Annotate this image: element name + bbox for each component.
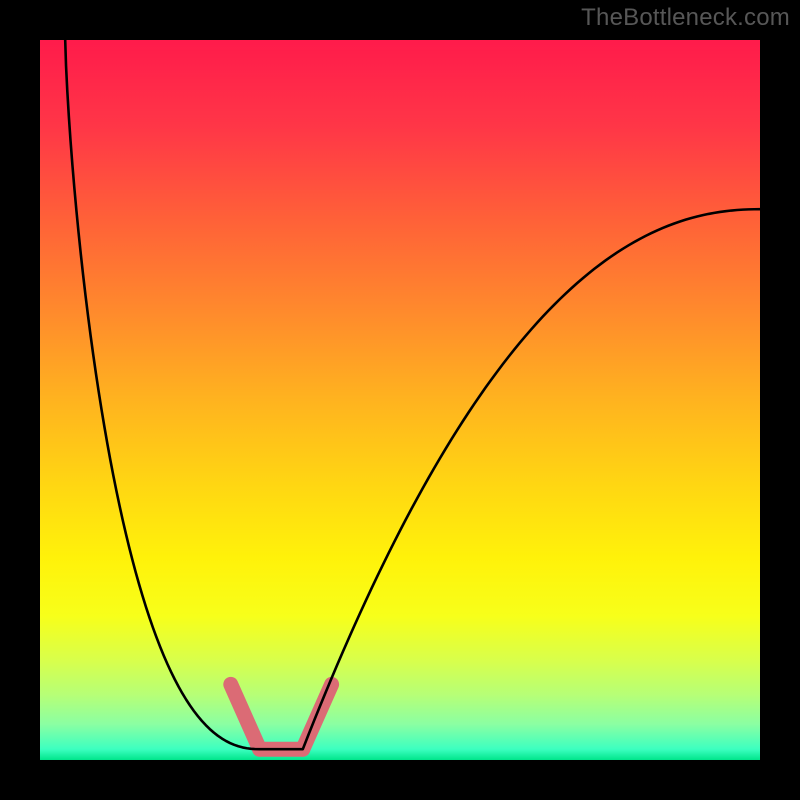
plot-background	[40, 40, 760, 760]
chart-container: TheBottleneck.com	[0, 0, 800, 800]
watermark-text: TheBottleneck.com	[581, 4, 790, 32]
bottleneck-chart	[0, 0, 800, 800]
